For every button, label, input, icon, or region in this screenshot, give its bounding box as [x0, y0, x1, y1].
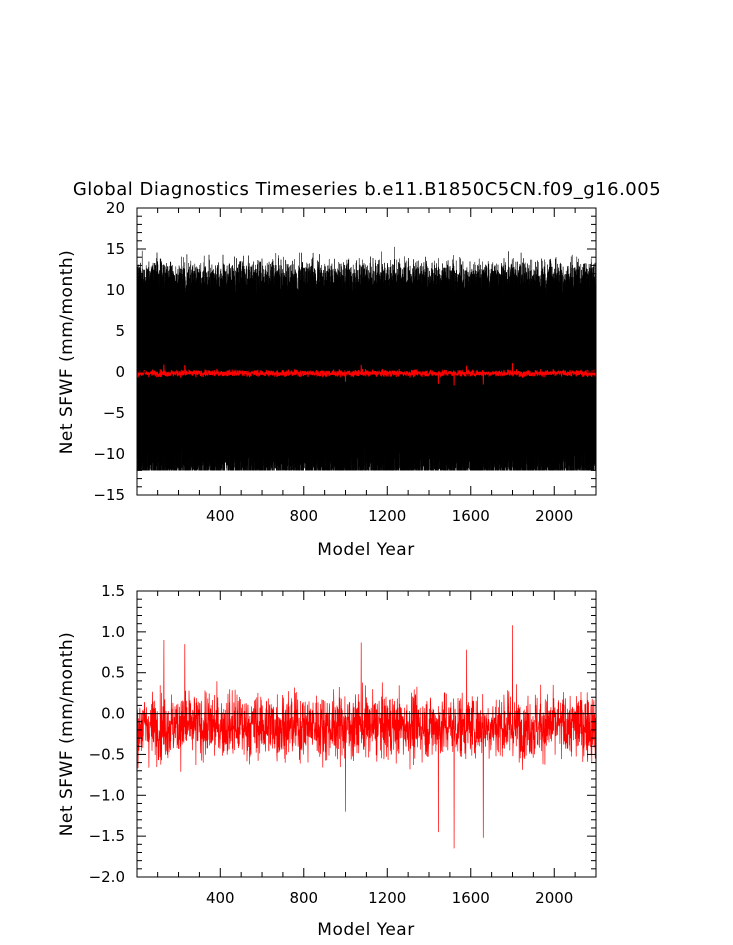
x-tick-label: 2000: [535, 507, 573, 525]
x-tick-label: 400: [206, 507, 235, 525]
y-tick-label: 5: [115, 322, 125, 340]
y-tick-label: −15: [93, 486, 125, 504]
y-tick-label: 1.5: [101, 582, 125, 600]
bottom-y-axis-label: Net SFWF (mm/month): [57, 632, 77, 837]
top-x-axis-label: Model Year: [317, 540, 414, 560]
top-axis-ticks: 400 800 1200 1600 2000 −15 −10 −5 0 5 10 15 20: [93, 199, 597, 525]
y-tick-label: 20: [106, 199, 125, 217]
x-tick-label: 400: [206, 889, 235, 907]
bottom-panel: 400 800 1200 1600 2000 −2.0 −1.5 −1.0 −0.5 0.0 0.5…: [57, 582, 597, 940]
bottom-x-axis-label: Model Year: [317, 920, 414, 940]
annual-series-line: [136, 625, 597, 849]
y-tick-label: 0.5: [101, 664, 125, 682]
y-tick-label: 0.0: [101, 705, 125, 723]
chart-title: Global Diagnostics Timeseries b.e11.B185…: [73, 179, 661, 200]
bottom-annual-series: [136, 625, 597, 849]
y-tick-label: 15: [106, 240, 125, 258]
x-tick-label: 1600: [452, 889, 490, 907]
x-tick-label: 2000: [535, 889, 573, 907]
y-tick-label: −1.5: [89, 827, 125, 845]
top-y-axis-label: Net SFWF (mm/month): [57, 250, 77, 455]
x-tick-label: 1200: [368, 889, 406, 907]
y-tick-label: −5: [103, 404, 125, 422]
y-tick-label: 10: [106, 281, 125, 299]
top-annual-series: [136, 363, 597, 386]
bottom-axis-ticks: 400 800 1200 1600 2000 −2.0 −1.5 −1.0 −0.5 0.0 0.5…: [89, 582, 597, 907]
x-tick-label: 800: [289, 889, 318, 907]
y-tick-label: 1.0: [101, 623, 125, 641]
y-tick-label: −10: [93, 445, 125, 463]
top-panel: Global Diagnostics Timeseries b.e11.B185…: [57, 179, 661, 560]
x-tick-label: 800: [289, 507, 318, 525]
y-tick-label: −2.0: [89, 868, 125, 886]
x-tick-label: 1200: [368, 507, 406, 525]
x-tick-label: 1600: [452, 507, 490, 525]
y-tick-label: −1.0: [89, 786, 125, 804]
top-monthly-series: [136, 246, 597, 471]
monthly-series-line: [136, 246, 597, 471]
y-tick-label: −0.5: [89, 745, 125, 763]
y-tick-label: 0: [115, 363, 125, 381]
annual-series-line: [136, 363, 597, 386]
